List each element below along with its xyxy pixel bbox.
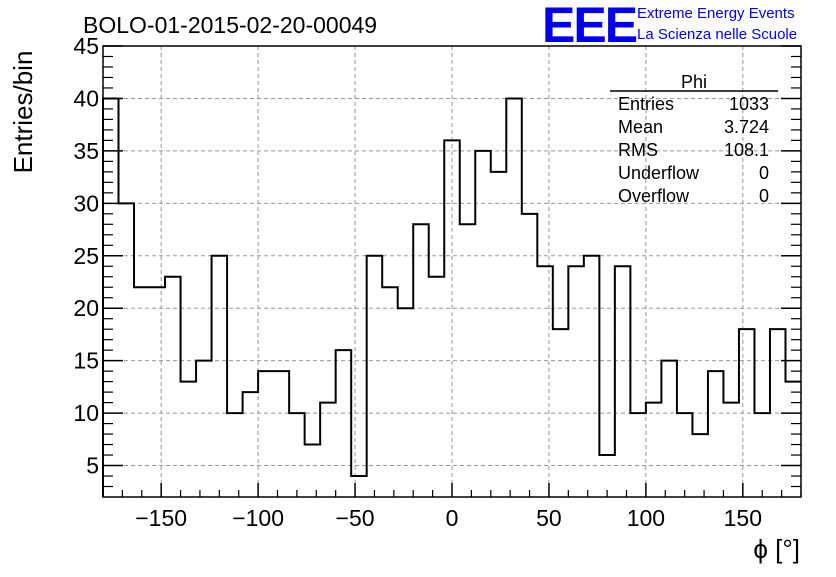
histogram-bin [212,256,228,497]
stats-row-value: 108.1 [724,140,769,160]
stats-row-label: Overflow [618,186,690,206]
histogram-bin [382,287,398,497]
eee-logo: EEE Extreme Energy Events La Scienza nel… [542,0,797,53]
y-tick-label: 5 [86,453,99,479]
histogram-bin [553,329,569,497]
stats-title: Phi [681,72,707,92]
histogram-bin [584,256,600,497]
histogram-bin [305,445,321,497]
histogram-bin [243,392,259,497]
histogram-bin [677,413,693,497]
histogram-bin [258,371,274,497]
x-axis-title: ϕ [°] [753,534,800,564]
y-tick-label: 40 [73,85,99,111]
eee-logo-line2: La Scienza nelle Scuole [637,26,797,43]
histogram-bin [723,403,739,497]
histogram-bin [336,350,352,497]
y-tick-label: 45 [73,33,99,59]
histogram-bin [134,287,150,497]
histogram-bin [150,287,166,497]
histogram-bin [646,403,662,497]
histogram-bin [739,329,755,497]
y-tick-label: 30 [73,190,99,216]
y-tick-label: 25 [73,243,99,269]
x-tick-label: 50 [536,505,562,531]
histogram-bin [320,403,336,497]
histogram-bin [506,98,522,497]
histogram-bin [522,214,538,497]
histogram-bin [429,277,445,497]
x-tick-label: −50 [336,505,375,531]
chart-title: BOLO-01-2015-02-20-00049 [83,12,377,38]
stats-row-value: 0 [759,163,769,183]
x-tick-label: 150 [724,505,762,531]
histogram-bin [708,371,724,497]
eee-logo-mark: EEE [542,0,637,53]
stats-rows: Entries 1033 Mean 3.724 RMS 108.1 Underflow 0 Ov… [618,94,769,206]
x-tick-label: −150 [135,505,187,531]
x-tick-label: −100 [232,505,284,531]
histogram-bin [692,434,708,497]
x-tick-label: 100 [627,505,665,531]
histogram-bin [227,413,243,497]
histogram-bin [568,266,584,497]
stats-row-value: 3.724 [724,117,769,137]
histogram-bin [491,172,507,497]
histogram-bin [460,224,476,497]
histogram-bin [367,256,383,497]
stats-row-label: Entries [618,94,674,114]
stats-row-label: Mean [618,117,663,137]
histogram-bin [351,476,367,497]
y-axis-title: Entries/bin [8,51,38,174]
histogram-bin [274,371,290,497]
y-tick-label: 20 [73,295,99,321]
histogram-bin [537,266,553,497]
histogram-bin [630,413,646,497]
histogram-bin [754,413,770,497]
histogram-bin [475,151,491,497]
y-tick-label: 15 [73,348,99,374]
histogram-bin [119,203,135,497]
eee-logo-line1: Extreme Energy Events [637,5,795,22]
stats-box: Phi Entries 1033 Mean 3.724 RMS 108.1 Underflo… [610,72,778,206]
x-tick-label: 0 [446,505,459,531]
histogram-bin [289,413,305,497]
histogram-bin [181,382,197,497]
histogram-bin [785,382,801,497]
histogram-bin [398,308,414,497]
histogram-bin [413,224,429,497]
tick-labels: −150 −100 −50 0 50 100 150 5 10 15 20 25 30 35 40 45 [73,33,762,531]
histogram-bin [661,361,677,497]
axis-ticks [102,45,802,497]
histogram-bin [444,140,460,497]
histogram-bin [196,361,212,497]
y-tick-label: 10 [73,400,99,426]
histogram-bin [165,277,181,497]
stats-row-label: Underflow [618,163,700,183]
y-tick-label: 35 [73,138,99,164]
stats-row-label: RMS [618,140,658,160]
histogram-bin [615,266,631,497]
histogram-outline [102,97,801,497]
stats-row-value: 1033 [729,94,769,114]
stats-row-value: 0 [759,186,769,206]
